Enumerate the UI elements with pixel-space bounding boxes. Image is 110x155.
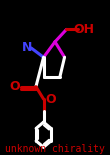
Text: OH: OH (73, 23, 94, 36)
Text: O: O (10, 80, 20, 93)
Text: O: O (46, 93, 57, 106)
Text: N: N (22, 42, 33, 54)
Text: unknown chirality: unknown chirality (5, 144, 105, 154)
